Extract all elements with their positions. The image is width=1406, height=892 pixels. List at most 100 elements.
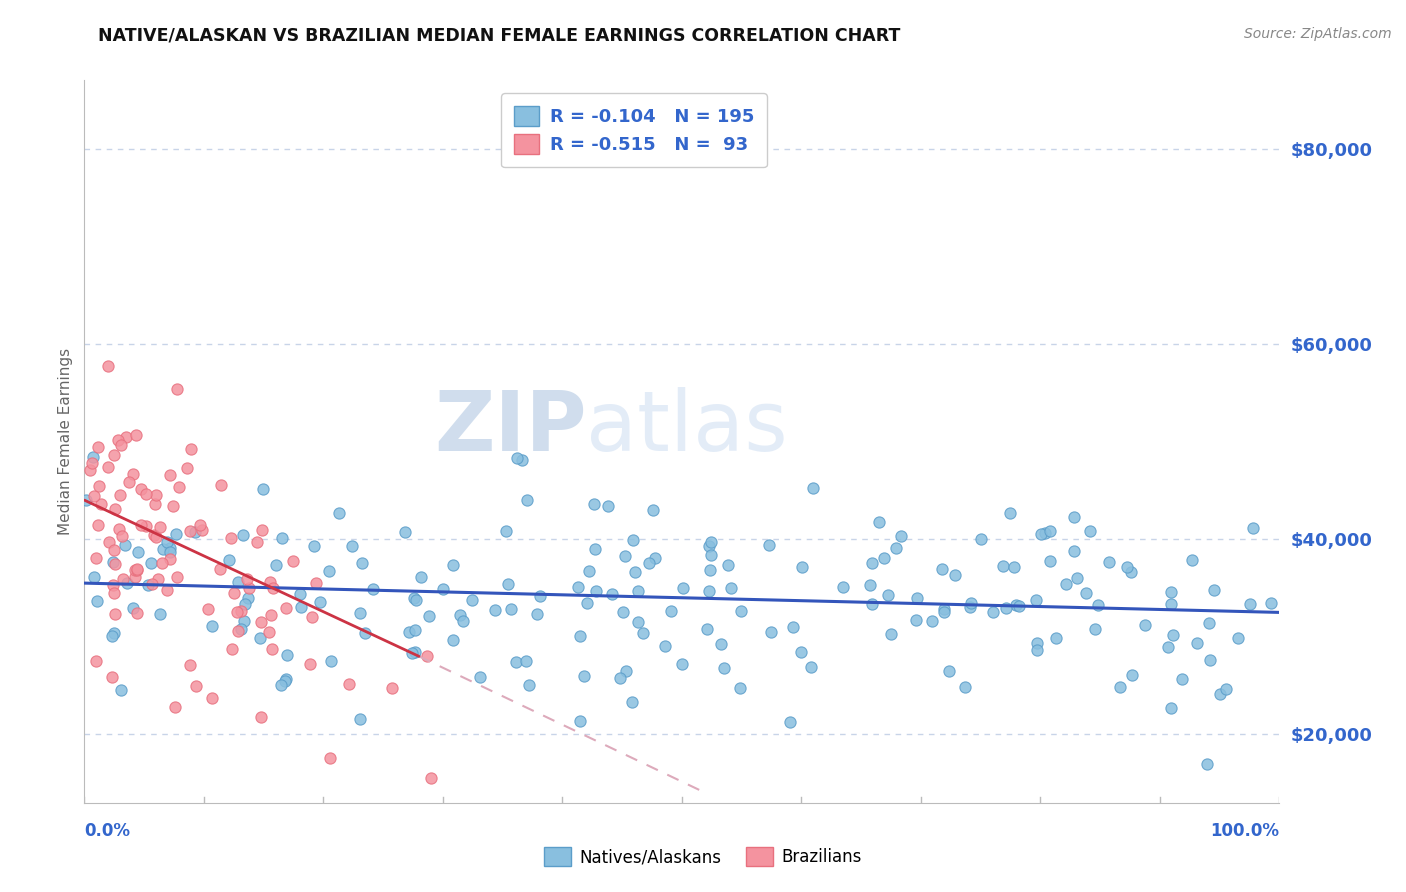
Y-axis label: Median Female Earnings: Median Female Earnings [58, 348, 73, 535]
Point [104, 607, 127, 622]
Point [142, 528, 165, 542]
Point [115, 576, 138, 591]
Point [526, 607, 548, 621]
Point [404, 624, 426, 638]
Text: Source: ZipAtlas.com: Source: ZipAtlas.com [1244, 27, 1392, 41]
Point [149, 607, 172, 621]
Point [222, 585, 245, 599]
Point [197, 601, 219, 615]
Point [1087, 598, 1109, 612]
Point [354, 626, 377, 640]
Point [801, 481, 824, 495]
Point [79, 462, 101, 476]
Point [1239, 597, 1261, 611]
Point [319, 751, 342, 765]
Point [921, 614, 943, 628]
Point [328, 506, 350, 520]
Point [868, 516, 890, 530]
Legend: Natives/Alaskans, Brazilians: Natives/Alaskans, Brazilians [536, 838, 870, 875]
Point [83, 489, 105, 503]
Point [418, 608, 440, 623]
Point [627, 615, 650, 630]
Point [101, 629, 124, 643]
Point [87, 479, 110, 493]
Point [110, 682, 132, 697]
Point [572, 669, 595, 683]
Point [1066, 571, 1088, 585]
Point [761, 624, 783, 639]
Point [191, 523, 214, 537]
Point [495, 524, 517, 538]
Point [86, 593, 108, 607]
Point [103, 448, 125, 462]
Point [960, 595, 983, 609]
Point [1078, 524, 1101, 539]
Point [569, 629, 592, 643]
Point [404, 591, 426, 606]
Point [225, 605, 247, 619]
Point [905, 614, 928, 628]
Point [790, 645, 813, 659]
Point [598, 499, 620, 513]
Point [264, 558, 287, 572]
Point [583, 541, 606, 556]
Point [127, 562, 149, 576]
Point [152, 541, 174, 556]
Point [624, 565, 647, 579]
Point [567, 581, 589, 595]
Point [110, 438, 132, 452]
Point [86, 517, 108, 532]
Point [1160, 584, 1182, 599]
Point [136, 578, 159, 592]
Point [229, 622, 252, 636]
Point [103, 625, 125, 640]
Point [1000, 507, 1022, 521]
Point [1156, 640, 1178, 654]
Point [943, 568, 966, 582]
Text: atlas: atlas [586, 386, 787, 467]
Point [75, 492, 97, 507]
Point [420, 771, 443, 785]
Point [501, 601, 523, 615]
Point [83, 570, 105, 584]
Point [125, 563, 148, 577]
Point [238, 581, 260, 595]
Point [955, 680, 977, 694]
Point [135, 487, 157, 501]
Point [124, 570, 146, 584]
Point [884, 541, 907, 555]
Point [569, 714, 592, 728]
Point [613, 549, 636, 563]
Point [156, 582, 179, 597]
Point [1161, 628, 1184, 642]
Point [84, 550, 107, 565]
Point [184, 679, 207, 693]
Point [575, 596, 598, 610]
Point [1054, 577, 1077, 591]
Point [337, 677, 360, 691]
Point [121, 467, 143, 482]
Point [1198, 616, 1220, 631]
Point [97, 459, 120, 474]
Point [145, 497, 167, 511]
Point [108, 488, 131, 502]
Point [644, 551, 666, 566]
Point [179, 524, 201, 538]
Point [585, 584, 607, 599]
Point [165, 699, 187, 714]
Point [404, 645, 426, 659]
Point [405, 593, 427, 607]
Point [931, 562, 953, 576]
Point [1008, 599, 1031, 613]
Point [710, 637, 733, 651]
Point [1181, 553, 1204, 567]
Point [432, 582, 454, 597]
Point [970, 533, 993, 547]
Point [259, 575, 281, 590]
Point [159, 552, 181, 566]
Point [860, 597, 883, 611]
Point [103, 586, 125, 600]
Point [166, 570, 188, 584]
Point [318, 564, 340, 578]
Point [398, 625, 420, 640]
